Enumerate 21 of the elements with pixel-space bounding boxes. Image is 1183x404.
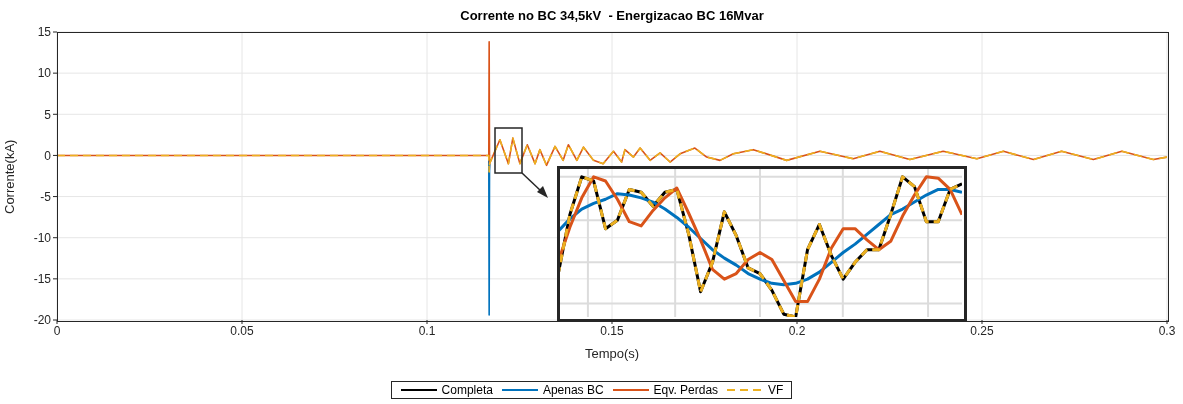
legend-label: Apenas BC <box>542 383 604 397</box>
y-tick-label: -10 <box>33 230 52 245</box>
legend-label: Eqv. Perdas <box>653 383 719 397</box>
y-tick-label: 5 <box>44 107 52 122</box>
x-axis-title: Tempo(s) <box>584 346 640 361</box>
y-axis-title: Corrente(kA) <box>1 139 17 214</box>
legend-label: VF <box>768 383 784 397</box>
y-tick-label: -20 <box>33 313 52 328</box>
chart-title: Corrente no BC 34,5kV - Energizacao BC 16Mvar <box>459 8 765 23</box>
y-tick-label: 0 <box>44 148 52 163</box>
y-tick-label: -5 <box>40 189 52 204</box>
x-tick-label: 0.3 <box>1158 323 1176 338</box>
x-tick-label: 0.15 <box>600 323 624 338</box>
x-tick-label: 0.25 <box>970 323 994 338</box>
x-tick-label: 0.05 <box>230 323 254 338</box>
y-tick-label: 10 <box>37 66 52 81</box>
y-tick-label: 15 <box>37 25 52 40</box>
x-tick-label: 0.2 <box>788 323 806 338</box>
legend-label: Completa <box>441 383 493 397</box>
x-tick-label: 0.1 <box>418 323 436 338</box>
y-tick-label: -15 <box>33 272 52 287</box>
